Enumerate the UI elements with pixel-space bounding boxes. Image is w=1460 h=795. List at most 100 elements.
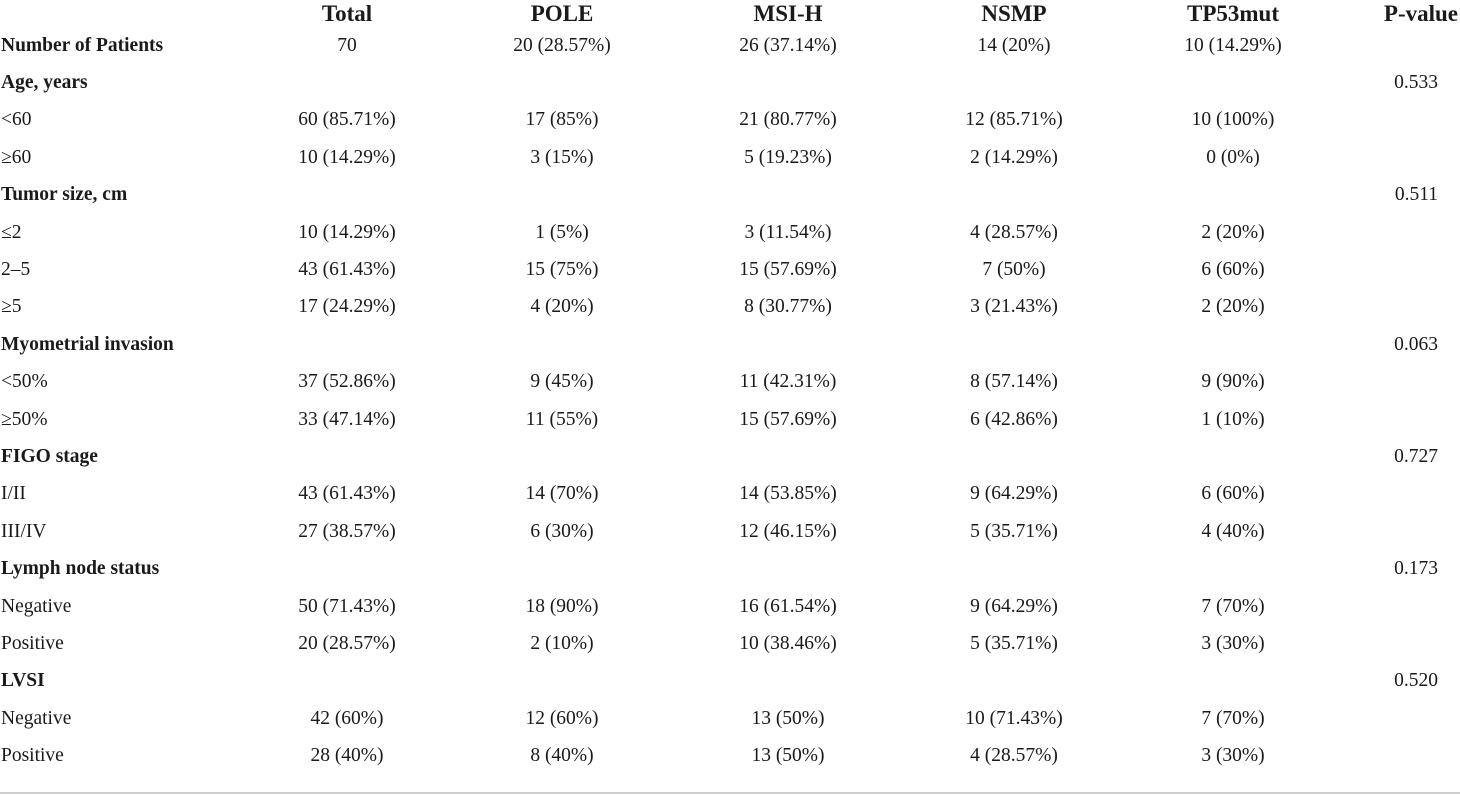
cell-p-value [1338, 588, 1460, 625]
cell-pole: 1 (5%) [535, 221, 589, 243]
cell-total [246, 64, 448, 101]
table-row: I/II 43 (61.43%) 14 (70%) 14 (53.85%) 9 (64.… [0, 476, 1460, 513]
row-label: ≥50% [1, 408, 48, 430]
cell-msi-h: 8 (30.77%) [744, 296, 832, 318]
row-label: Lymph node status [1, 558, 160, 580]
table-group-row: Lymph node status 0.173 [0, 550, 1460, 587]
cell-pole: 8 (40%) [530, 745, 594, 767]
cell-msi-h: 11 (42.31%) [739, 371, 837, 393]
row-label: FIGO stage [1, 445, 98, 467]
cell-tp53mut [1128, 663, 1338, 700]
cell-tp53mut: 9 (90%) [1201, 371, 1265, 393]
cell-pole: 12 (60%) [525, 707, 599, 729]
cell-msi-h [676, 64, 900, 101]
row-label: ≥5 [1, 296, 22, 318]
cell-p-value [1338, 251, 1460, 288]
header-pole: POLE [530, 1, 594, 26]
cell-msi-h [676, 326, 900, 363]
cell-msi-h: 13 (50%) [751, 745, 825, 767]
cell-pole: 11 (55%) [525, 408, 599, 430]
row-label: LVSI [1, 670, 45, 692]
cell-total: 10 (14.29%) [298, 221, 396, 243]
table-group-row: Number of Patients 70 20 (28.57%) 26 (37.14… [0, 27, 1460, 64]
cell-tp53mut: 3 (30%) [1201, 745, 1265, 767]
header-nsmp: NSMP [981, 1, 1047, 26]
cell-p-value: 0.511 [1394, 184, 1438, 206]
cell-pole: 18 (90%) [525, 595, 599, 617]
cell-pole [448, 64, 676, 101]
header-p-value: P-value [1383, 1, 1458, 26]
cell-msi-h: 13 (50%) [751, 707, 825, 729]
cell-total: 28 (40%) [310, 745, 384, 767]
cell-total: 43 (61.43%) [298, 483, 396, 505]
cell-total: 43 (61.43%) [298, 259, 396, 281]
row-label: Number of Patients [1, 34, 164, 56]
cell-total [246, 663, 448, 700]
row-label: I/II [1, 483, 26, 505]
cell-tp53mut [1128, 550, 1338, 587]
cell-nsmp: 5 (35.71%) [970, 632, 1058, 654]
cell-nsmp: 10 (71.43%) [965, 707, 1063, 729]
cell-msi-h: 3 (11.54%) [744, 221, 832, 243]
cell-msi-h: 21 (80.77%) [739, 109, 837, 131]
cell-msi-h: 10 (38.46%) [739, 632, 837, 654]
cell-nsmp: 2 (14.29%) [970, 146, 1058, 168]
row-label: Positive [1, 632, 64, 654]
table-row: ≥5 17 (24.29%) 4 (20%) 8 (30.77%) 3 (21.43%)… [0, 289, 1460, 326]
row-label: III/IV [1, 520, 47, 542]
table-group-row: FIGO stage 0.727 [0, 438, 1460, 475]
row-label: Age, years [1, 72, 88, 94]
table-row: III/IV 27 (38.57%) 6 (30%) 12 (46.15%) 5 (35… [0, 513, 1460, 550]
cell-tp53mut: 1 (10%) [1201, 408, 1265, 430]
cell-pole [448, 177, 676, 214]
table-row: ≤2 10 (14.29%) 1 (5%) 3 (11.54%) 4 (28.57%) 2… [0, 214, 1460, 251]
cell-p-value [1338, 625, 1460, 662]
cell-tp53mut: 10 (14.29%) [1184, 34, 1282, 56]
table-row: ≥50% 33 (47.14%) 11 (55%) 15 (57.69%) 6 (42.… [0, 401, 1460, 438]
table-row: <50% 37 (52.86%) 9 (45%) 11 (42.31%) 8 (57.1… [0, 364, 1460, 401]
cell-pole: 4 (20%) [530, 296, 594, 318]
table-row: 2–5 43 (61.43%) 15 (75%) 15 (57.69%) 7 (50%)… [0, 251, 1460, 288]
cell-nsmp: 12 (85.71%) [965, 109, 1063, 131]
cell-p-value: 0.173 [1394, 558, 1438, 580]
table-group-row: Tumor size, cm 0.511 [0, 177, 1460, 214]
cell-p-value: 0.533 [1394, 72, 1438, 94]
cell-tp53mut: 3 (30%) [1201, 632, 1265, 654]
header-tp53mut: TP53mut [1187, 1, 1279, 26]
cell-total [246, 550, 448, 587]
table-bottom-rule [0, 792, 1460, 794]
patient-characteristics-table: Total POLE MSI-H NSMP TP53mut P-value Nu… [0, 0, 1460, 775]
cell-nsmp: 3 (21.43%) [970, 296, 1058, 318]
row-label: Negative [1, 707, 72, 729]
table-body: Number of Patients 70 20 (28.57%) 26 (37.14… [0, 27, 1460, 775]
cell-msi-h: 5 (19.23%) [744, 146, 832, 168]
cell-p-value [1338, 700, 1460, 737]
cell-p-value: 0.727 [1394, 445, 1438, 467]
cell-p-value [1338, 737, 1460, 774]
row-label: ≤2 [1, 221, 22, 243]
table-header: Total POLE MSI-H NSMP TP53mut P-value [0, 0, 1460, 27]
cell-total: 20 (28.57%) [298, 632, 396, 654]
cell-pole: 3 (15%) [530, 146, 594, 168]
cell-pole: 20 (28.57%) [513, 34, 611, 56]
cell-total: 17 (24.29%) [298, 296, 396, 318]
table-row: Positive 28 (40%) 8 (40%) 13 (50%) 4 (28.57%… [0, 737, 1460, 774]
cell-nsmp: 7 (50%) [982, 259, 1046, 281]
cell-tp53mut: 0 (0%) [1206, 146, 1260, 168]
cell-nsmp: 5 (35.71%) [970, 520, 1058, 542]
cell-tp53mut: 6 (60%) [1201, 259, 1265, 281]
cell-nsmp: 14 (20%) [977, 34, 1051, 56]
cell-tp53mut: 6 (60%) [1201, 483, 1265, 505]
row-label: <50% [1, 371, 48, 393]
table-row: ≥60 10 (14.29%) 3 (15%) 5 (19.23%) 2 (14.29%… [0, 139, 1460, 176]
cell-total: 10 (14.29%) [298, 146, 396, 168]
cell-tp53mut: 7 (70%) [1201, 595, 1265, 617]
header-label-column [0, 0, 246, 27]
row-label: Negative [1, 595, 72, 617]
cell-pole [448, 663, 676, 700]
row-label: <60 [1, 109, 32, 131]
cell-p-value [1338, 513, 1460, 550]
cell-nsmp [900, 438, 1128, 475]
cell-p-value: 0.063 [1394, 333, 1438, 355]
table-row: <60 60 (85.71%) 17 (85%) 21 (80.77%) 12 (85.… [0, 102, 1460, 139]
